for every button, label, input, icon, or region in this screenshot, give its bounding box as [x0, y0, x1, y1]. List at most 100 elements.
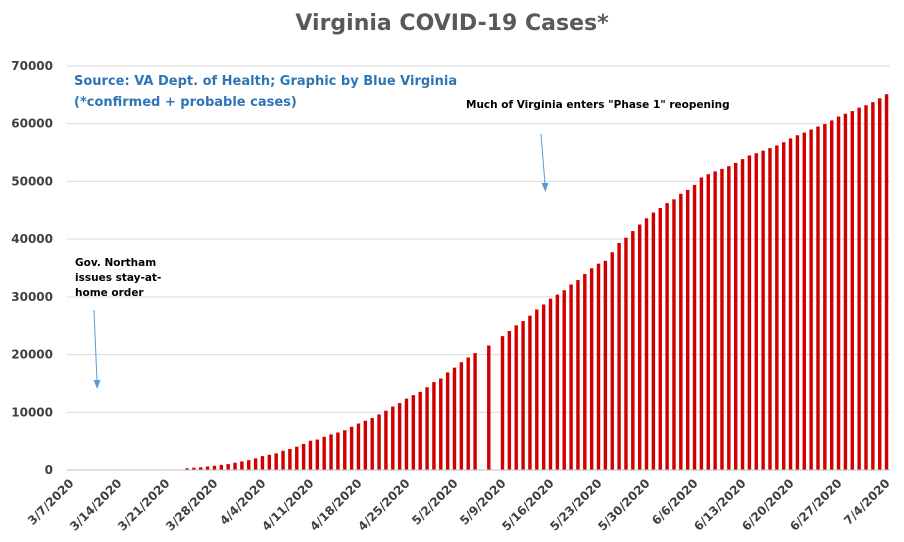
bar: [199, 467, 203, 470]
bar: [658, 207, 662, 470]
bar: [226, 464, 230, 470]
bar: [439, 378, 443, 470]
x-tick-label: 5/2/2020: [409, 476, 461, 528]
bar: [308, 440, 313, 470]
bar: [301, 443, 306, 470]
bar: [761, 150, 765, 471]
bar: [240, 461, 244, 470]
bar: [425, 387, 429, 470]
bar: [727, 166, 731, 470]
bar: [864, 105, 868, 471]
x-tick-label: 3/7/2020: [25, 476, 77, 528]
bar: [877, 98, 882, 470]
bar: [404, 398, 409, 470]
bar: [754, 153, 758, 470]
bar: [816, 126, 820, 471]
bar: [576, 280, 580, 470]
annotation-phase-1-text: Much of Virginia enters "Phase 1" reopen…: [466, 99, 730, 111]
annotation-stay-at-home-line-3: home order: [75, 287, 144, 299]
bar: [583, 274, 587, 470]
bar: [535, 309, 539, 470]
bar: [274, 453, 278, 470]
bar: [740, 159, 745, 470]
x-tick-label: 5/30/2020: [595, 476, 652, 533]
bar: [617, 242, 621, 470]
bar: [322, 436, 326, 470]
bar: [747, 155, 752, 470]
bar: [706, 174, 710, 471]
bar: [651, 212, 656, 470]
bar: [548, 298, 553, 470]
bar: [356, 423, 361, 470]
bar: [610, 252, 614, 470]
bar: [829, 120, 834, 471]
x-tick-label: 3/28/2020: [163, 476, 220, 533]
bar: [795, 135, 800, 470]
source-text: Source: VA Dept. of Health; Graphic by B…: [74, 74, 457, 89]
bar: [555, 294, 560, 470]
bar: [329, 434, 333, 470]
y-tick-label: 10000: [11, 405, 53, 419]
annotation-phase-1-arrowhead: [541, 183, 549, 192]
x-tick-label: 6/27/2020: [787, 476, 844, 533]
bar: [781, 142, 786, 470]
bar: [445, 372, 450, 470]
y-tick-label: 40000: [11, 232, 53, 246]
bar: [377, 414, 381, 470]
bar: [596, 263, 601, 470]
bar: [212, 465, 217, 470]
bar: [452, 367, 457, 470]
bar: [247, 460, 251, 470]
bar: [315, 439, 320, 470]
y-tick-label: 30000: [11, 290, 53, 304]
bar: [363, 420, 368, 470]
bar: [507, 331, 512, 470]
source-note: (*confirmed + probable cases): [74, 95, 297, 110]
bar: [644, 218, 649, 470]
annotation-stay-at-home: Gov. Northam issues stay-at- home order: [75, 257, 161, 389]
bar: [802, 132, 806, 470]
bar: [384, 410, 388, 470]
bar: [809, 129, 813, 471]
bar: [733, 162, 738, 470]
y-tick-label: 20000: [11, 348, 53, 362]
bar: [528, 315, 532, 470]
bar: [336, 432, 340, 470]
bar: [233, 462, 237, 470]
y-tick-label: 60000: [11, 117, 53, 131]
bar: [192, 467, 196, 470]
bar: [418, 391, 422, 470]
bar: [514, 325, 518, 470]
x-axis-tick-labels: 3/7/20203/14/20203/21/20203/28/20204/4/2…: [25, 476, 893, 533]
bar: [884, 94, 889, 470]
bar: [466, 357, 470, 470]
bar: [843, 113, 848, 471]
bar: [589, 268, 594, 470]
bar: [672, 199, 676, 470]
y-tick-label: 0: [45, 463, 53, 477]
bar: [720, 168, 724, 470]
bar: [624, 237, 628, 470]
bar: [487, 345, 491, 470]
annotation-phase-1: Much of Virginia enters "Phase 1" reopen…: [466, 99, 730, 192]
bar: [432, 382, 436, 470]
bar: [713, 171, 717, 470]
annotation-stay-at-home-line-1: Gov. Northam: [75, 257, 156, 269]
bar: [260, 456, 265, 470]
bar-series: [185, 94, 889, 471]
y-axis-tick-labels: 0 10000 20000 30000 40000 50000 60000 70000: [11, 59, 53, 477]
bar: [637, 224, 642, 470]
bar: [775, 145, 779, 471]
bar: [205, 466, 210, 470]
chart-title: Virginia COVID-19 Cases*: [295, 11, 609, 36]
bar: [692, 184, 697, 470]
bar: [521, 321, 525, 470]
bar: [343, 430, 347, 470]
x-tick-label: 4/25/2020: [355, 476, 412, 533]
bar: [836, 116, 841, 471]
bar: [185, 468, 189, 470]
bar: [473, 353, 477, 470]
gridlines: [67, 65, 890, 413]
bar: [631, 231, 635, 470]
bar: [411, 395, 416, 470]
